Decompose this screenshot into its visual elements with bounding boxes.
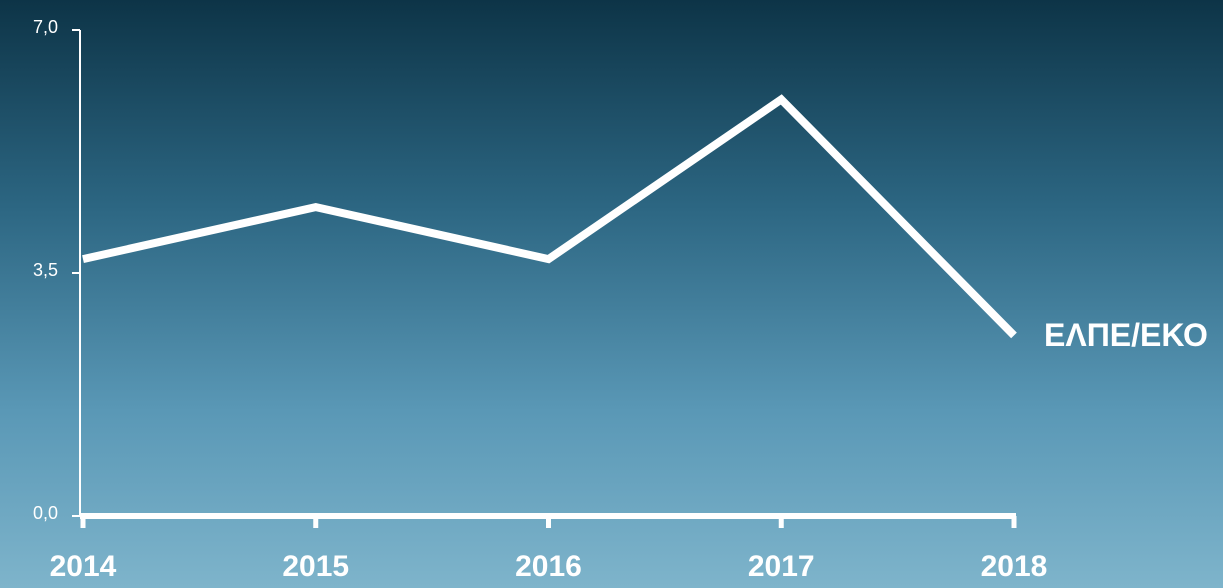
background — [0, 0, 1223, 588]
y-tick-label: 3,5 — [33, 260, 58, 280]
x-tick-label: 2016 — [515, 550, 582, 583]
series-label: ΕΛΠΕ/ΕΚΟ — [1044, 317, 1208, 353]
x-tick-label: 2014 — [50, 550, 117, 583]
y-tick-label: 0,0 — [33, 503, 58, 523]
x-tick-label: 2018 — [981, 550, 1048, 583]
x-tick-label: 2015 — [282, 550, 349, 583]
x-tick-label: 2017 — [748, 550, 815, 583]
y-tick-label: 7,0 — [33, 17, 58, 37]
chart: 0,0 3,5 7,0 2014 2015 2016 2017 2018 ΕΛΠΕ/ΕΚΟ — [0, 0, 1223, 588]
